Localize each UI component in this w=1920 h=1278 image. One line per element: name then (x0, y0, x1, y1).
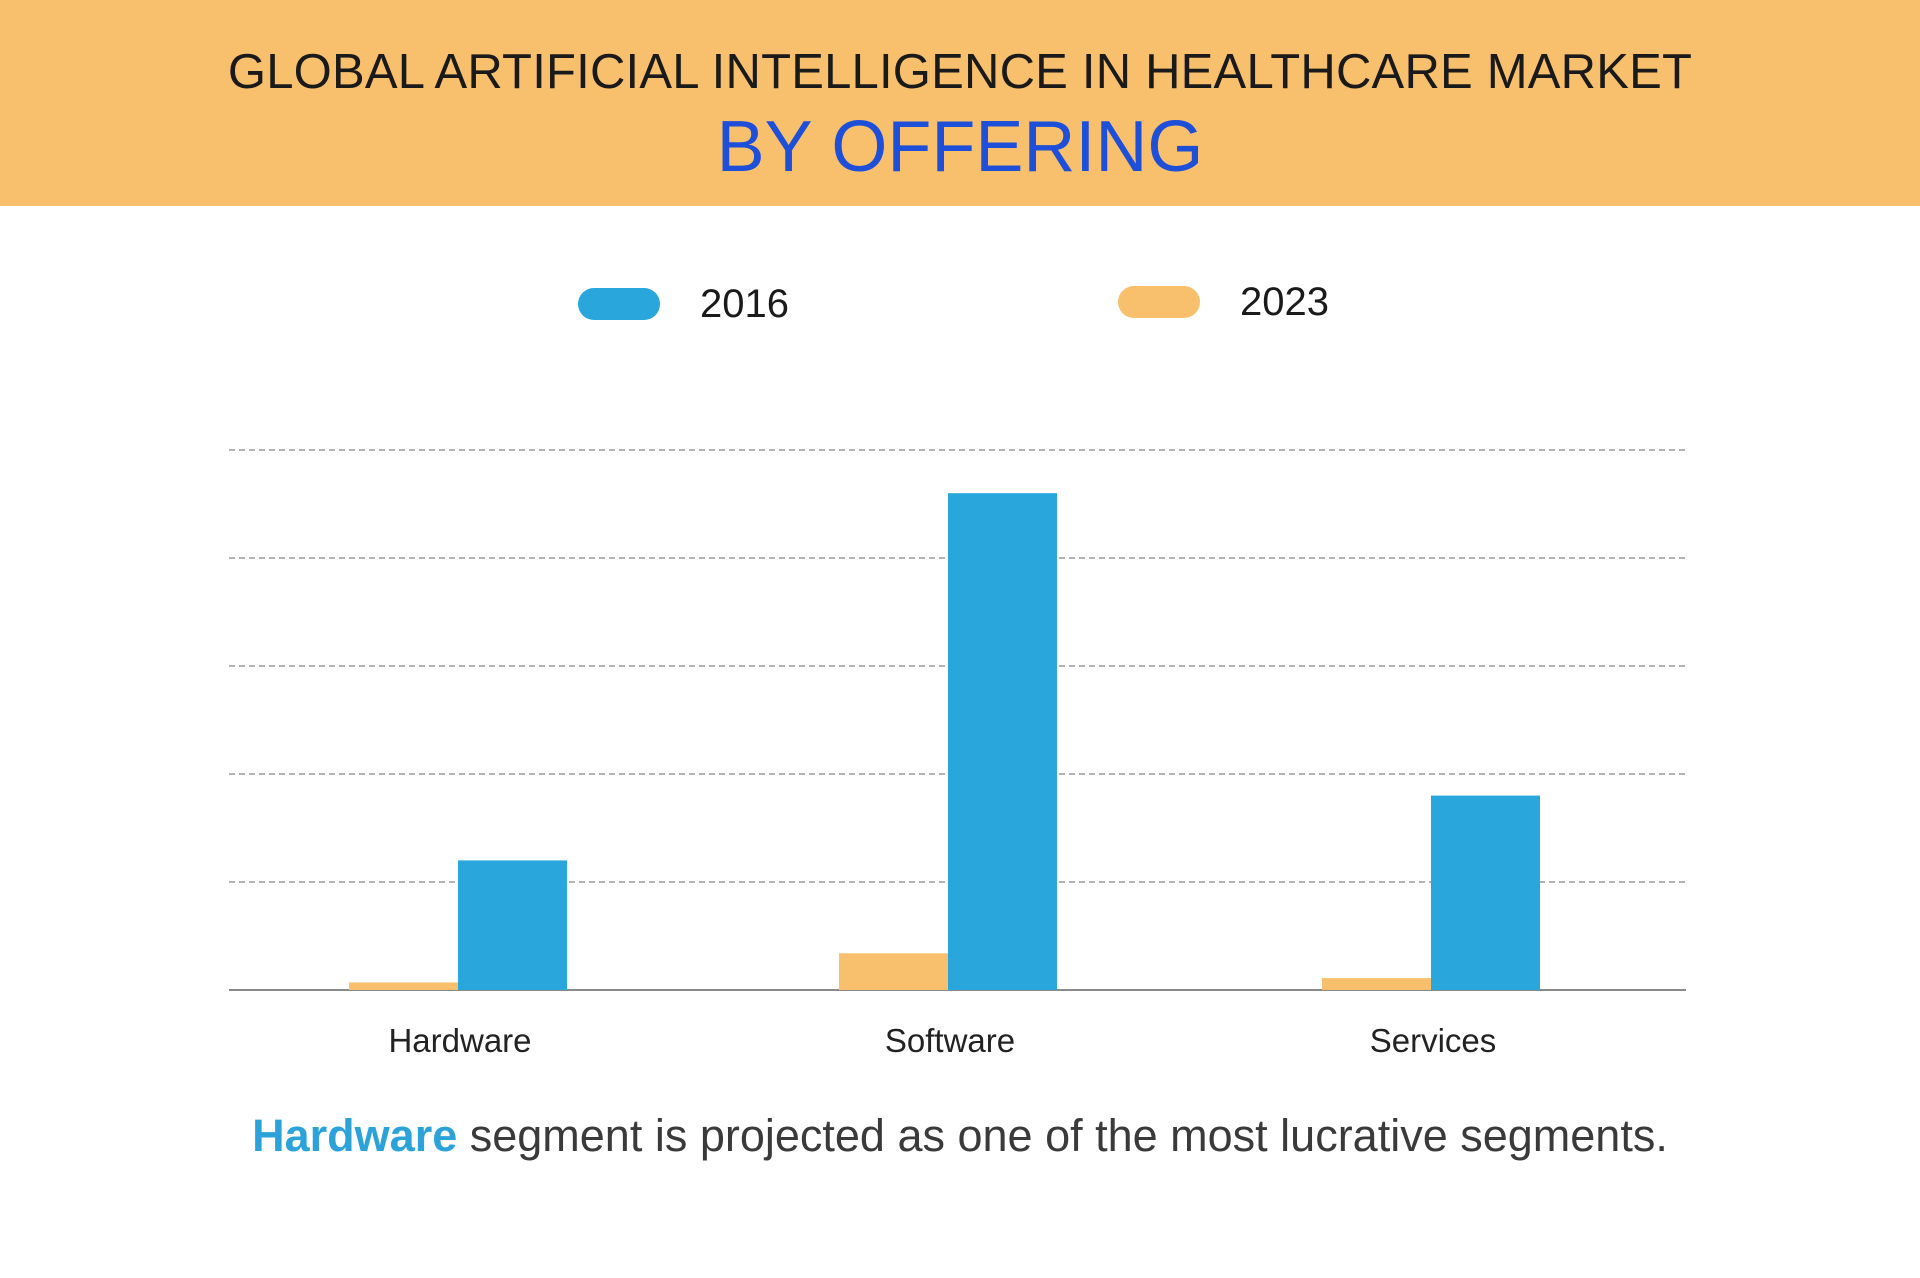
legend-label-2023: 2023 (1240, 280, 1329, 324)
category-label-hardware: Hardware (388, 1022, 531, 1059)
footer-text: segment is projected as one of the most … (457, 1110, 1668, 1161)
chart-subtitle: BY OFFERING (716, 107, 1204, 187)
bar-2023-software (839, 953, 948, 990)
category-label-services: Services (1370, 1022, 1497, 1059)
title-banner: GLOBAL ARTIFICIAL INTELLIGENCE IN HEALTH… (0, 0, 1920, 206)
footer-highlight: Hardware (252, 1110, 458, 1161)
bar-2016-services (1431, 795, 1540, 990)
chart-title: GLOBAL ARTIFICIAL INTELLIGENCE IN HEALTH… (227, 45, 1693, 99)
legend-label-2016: 2016 (700, 282, 789, 326)
legend-swatch-2016 (578, 288, 660, 320)
legend-swatch-2023 (1118, 286, 1200, 318)
category-label-software: Software (885, 1022, 1015, 1059)
bar-2016-software (948, 493, 1057, 990)
footer-note: Hardware segment is projected as one of … (0, 1110, 1920, 1162)
bar-2023-hardware (349, 982, 458, 990)
bar-2023-services (1322, 978, 1431, 990)
bar-2016-hardware (458, 860, 567, 990)
